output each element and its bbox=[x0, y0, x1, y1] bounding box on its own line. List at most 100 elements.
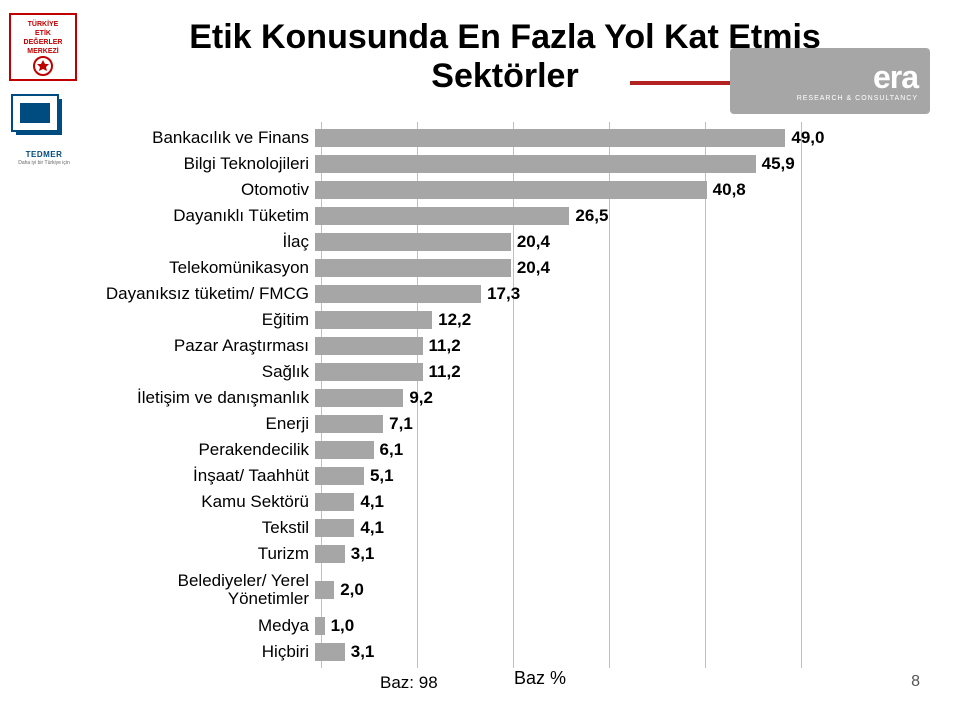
bar-track: 3,1 bbox=[315, 545, 795, 563]
bar-row: Tekstil 4,1 bbox=[100, 516, 880, 540]
bar-track: 7,1 bbox=[315, 415, 795, 433]
bar-track: 11,2 bbox=[315, 337, 795, 355]
bar-label: Dayanıklı Tüketim bbox=[100, 207, 315, 225]
bar-label: İletişim ve danışmanlık bbox=[100, 389, 315, 407]
bar-track: 9,2 bbox=[315, 389, 795, 407]
bar-track: 49,0 bbox=[315, 129, 795, 147]
svg-text:DEĞERLER: DEĞERLER bbox=[24, 37, 63, 46]
bar-row: İletişim ve danışmanlık 9,2 bbox=[100, 386, 880, 410]
bar-value: 11,2 bbox=[429, 362, 461, 382]
bar bbox=[315, 493, 354, 511]
svg-text:MERKEZİ: MERKEZİ bbox=[27, 47, 59, 55]
bar bbox=[315, 545, 345, 563]
bar-chart: Bankacılık ve Finans49,0Bilgi Teknolojil… bbox=[100, 126, 880, 664]
bar-value: 20,4 bbox=[517, 232, 550, 252]
bar-label: Bankacılık ve Finans bbox=[100, 129, 315, 147]
bar-track: 5,1 bbox=[315, 467, 795, 485]
bar-value: 20,4 bbox=[517, 258, 550, 278]
page: TÜRKİYE ETİK DEĞERLER MERKEZİ TEDMER Dah… bbox=[0, 0, 960, 705]
bar-track: 40,8 bbox=[315, 181, 795, 199]
bar-value: 9,2 bbox=[409, 388, 433, 408]
era-sub: RESEARCH & CONSULTANCY bbox=[797, 95, 918, 102]
left-logos: TÜRKİYE ETİK DEĞERLER MERKEZİ TEDMER Dah… bbox=[8, 12, 80, 166]
era-accent-line bbox=[630, 81, 730, 85]
bar bbox=[315, 363, 423, 381]
bar bbox=[315, 259, 511, 277]
bar bbox=[315, 581, 334, 599]
bar-label: Enerji bbox=[100, 415, 315, 433]
bar-label: Pazar Araştırması bbox=[100, 337, 315, 355]
bar-value: 49,0 bbox=[791, 128, 824, 148]
bar-row: Otomotiv40,8 bbox=[100, 178, 880, 202]
title-line-1: Etik Konusunda En Fazla Yol Kat Etmiş bbox=[189, 18, 821, 56]
bar-label: Medya bbox=[100, 617, 315, 635]
bar-label: Belediyeler/ YerelYönetimler bbox=[100, 572, 315, 608]
bar-value: 26,5 bbox=[575, 206, 608, 226]
bar-label: İnşaat/ Taahhüt bbox=[100, 467, 315, 485]
bar bbox=[315, 415, 383, 433]
bar-track: 20,4 bbox=[315, 233, 795, 251]
bar-value: 3,1 bbox=[351, 544, 375, 564]
bar-row: Dayanıksız tüketim/ FMCG17,3 bbox=[100, 282, 880, 306]
bar-label: Dayanıksız tüketim/ FMCG bbox=[100, 285, 315, 303]
bar bbox=[315, 389, 403, 407]
bar bbox=[315, 129, 785, 147]
bar bbox=[315, 285, 481, 303]
bar-row: Kamu Sektörü 4,1 bbox=[100, 490, 880, 514]
bar-value: 6,1 bbox=[380, 440, 404, 460]
tedmer-logo-icon: TÜRKİYE ETİK DEĞERLER MERKEZİ bbox=[8, 12, 78, 82]
bar bbox=[315, 337, 423, 355]
bar-value: 4,1 bbox=[360, 492, 384, 512]
bar-value: 2,0 bbox=[340, 580, 364, 600]
baz-pct-label: Baz % bbox=[514, 668, 566, 689]
bar-row: Eğitim12,2 bbox=[100, 308, 880, 332]
bar bbox=[315, 181, 707, 199]
era-text: era bbox=[873, 61, 918, 93]
bar-track: 26,5 bbox=[315, 207, 795, 225]
bar bbox=[315, 441, 374, 459]
bar-label: Hiçbiri bbox=[100, 643, 315, 661]
bar-track: 6,1 bbox=[315, 441, 795, 459]
tedmer-sub: Daha iyi bir Türkiye için bbox=[8, 160, 80, 166]
bar-value: 11,2 bbox=[429, 336, 461, 356]
baz-n: Baz: 98 bbox=[380, 673, 438, 693]
bar-row: Perakendecilik 6,1 bbox=[100, 438, 880, 462]
bar-row: Bilgi Teknolojileri45,9 bbox=[100, 152, 880, 176]
bar bbox=[315, 519, 354, 537]
bar-track: 2,0 bbox=[315, 581, 795, 599]
bar-label: İlaç bbox=[100, 233, 315, 251]
bar-track: 17,3 bbox=[315, 285, 795, 303]
bar-track: 4,1 bbox=[315, 493, 795, 511]
bar-value: 7,1 bbox=[389, 414, 413, 434]
bar-label: Eğitim bbox=[100, 311, 315, 329]
bar bbox=[315, 233, 511, 251]
bar-label: Perakendecilik bbox=[100, 441, 315, 459]
bar-track: 11,2 bbox=[315, 363, 795, 381]
bar-row: İnşaat/ Taahhüt 5,1 bbox=[100, 464, 880, 488]
bar-value: 4,1 bbox=[360, 518, 384, 538]
bar bbox=[315, 643, 345, 661]
bar-row: Enerji 7,1 bbox=[100, 412, 880, 436]
svg-text:ETİK: ETİK bbox=[35, 29, 51, 37]
bar-row: Belediyeler/ YerelYönetimler 2,0 bbox=[100, 568, 880, 612]
bar-value: 3,1 bbox=[351, 642, 375, 662]
acm-logo-icon bbox=[8, 91, 70, 143]
bar-track: 4,1 bbox=[315, 519, 795, 537]
bar-row: Medya1,0 bbox=[100, 614, 880, 638]
bar bbox=[315, 207, 569, 225]
bar-track: 12,2 bbox=[315, 311, 795, 329]
bar-label: Turizm bbox=[100, 545, 315, 563]
era-logo: era RESEARCH & CONSULTANCY bbox=[730, 48, 930, 114]
bar-label: Kamu Sektörü bbox=[100, 493, 315, 511]
bar-row: Telekomünikasyon20,4 bbox=[100, 256, 880, 280]
bar bbox=[315, 311, 432, 329]
bar-row: Pazar Araştırması 11,2 bbox=[100, 334, 880, 358]
bar bbox=[315, 155, 756, 173]
bar-value: 5,1 bbox=[370, 466, 394, 486]
bar-row: Sağlık11,2 bbox=[100, 360, 880, 384]
bar-row: Hiçbiri 3,1 bbox=[100, 640, 880, 664]
bar-row: Turizm 3,1 bbox=[100, 542, 880, 566]
bar-label: Tekstil bbox=[100, 519, 315, 537]
bar-track: 45,9 bbox=[315, 155, 795, 173]
bar bbox=[315, 617, 325, 635]
